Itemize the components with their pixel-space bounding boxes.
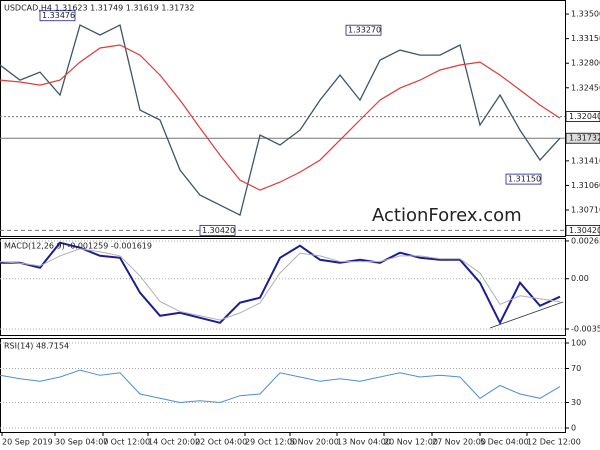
series-line (0, 241, 561, 326)
level-label: 1.31732 (569, 134, 600, 143)
y-tick-label: -0.003526 (571, 324, 600, 333)
x-tick-label: 13 Nov 04:00 (337, 438, 391, 447)
y-tick-label: 30 (571, 398, 581, 407)
level-label: 1.30420 (569, 226, 600, 235)
series-line (0, 369, 561, 404)
x-tick-label: 12 Dec 12:00 (527, 438, 581, 447)
x-tick-label: 7 Oct 12:00 (103, 438, 150, 447)
x-tick-label: 22 Oct 04:00 (195, 438, 247, 447)
x-tick-label: 14 Oct 20:00 (148, 438, 200, 447)
watermark: ActionForex.com (372, 205, 522, 226)
level-label-box (565, 132, 600, 144)
panel-frame (0, 338, 566, 433)
y-tick-label: 100 (571, 339, 586, 348)
level-label-box (565, 224, 600, 236)
y-tick-label: 0.002652 (571, 236, 600, 245)
level-label-box (565, 111, 600, 122)
x-tick-label: 5 Nov 20:00 (290, 438, 339, 447)
annotation-label: 1.31150 (508, 175, 541, 184)
panel-frame (0, 0, 566, 237)
y-tick-label: 1.33500 (571, 10, 600, 19)
y-tick-label: 0.00 (571, 274, 589, 283)
y-tick-label: 70 (571, 364, 581, 373)
annotation-label: 1.30420 (202, 226, 235, 235)
annotation-label: 1.33476 (42, 11, 75, 20)
panel-title: RSI(14) 48.7154 (4, 342, 69, 351)
annotation-box (39, 10, 76, 22)
x-tick-label: 29 Oct 12:00 (245, 438, 297, 447)
panel-frame (0, 238, 566, 336)
x-tick-label: 20 Sep 2019 (2, 438, 53, 447)
y-tick-label: 0 (571, 424, 576, 433)
y-tick-label: 1.32450 (571, 83, 600, 92)
annotation-box (199, 224, 236, 236)
x-tick-label: 5 Dec 04:00 (480, 438, 529, 447)
trend-line (489, 301, 564, 329)
series-line (0, 44, 561, 191)
y-tick-label: 1.32800 (571, 59, 600, 68)
x-tick-label: 27 Nov 20:00 (432, 438, 486, 447)
level-label: 1.32040 (569, 112, 600, 121)
annotation-label: 1.33270 (348, 26, 381, 35)
y-tick-label: 1.33150 (571, 34, 600, 43)
y-tick-label: 1.31060 (571, 181, 600, 190)
x-tick-label: 30 Sep 04:00 (55, 438, 108, 447)
annotation-box (345, 24, 382, 36)
panel-title: USDCAD,H4 1.31623 1.31749 1.31619 1.3173… (4, 4, 194, 13)
y-tick-label: 1.31410 (571, 156, 600, 165)
panel-title: MACD(12,26,9) -0.001259 -0.001619 (4, 242, 152, 251)
series-line (0, 248, 561, 321)
annotation-box (505, 173, 542, 185)
series-line (0, 24, 561, 217)
x-tick-label: 20 Nov 12:00 (384, 438, 438, 447)
y-tick-label: 1.30710 (571, 206, 600, 215)
